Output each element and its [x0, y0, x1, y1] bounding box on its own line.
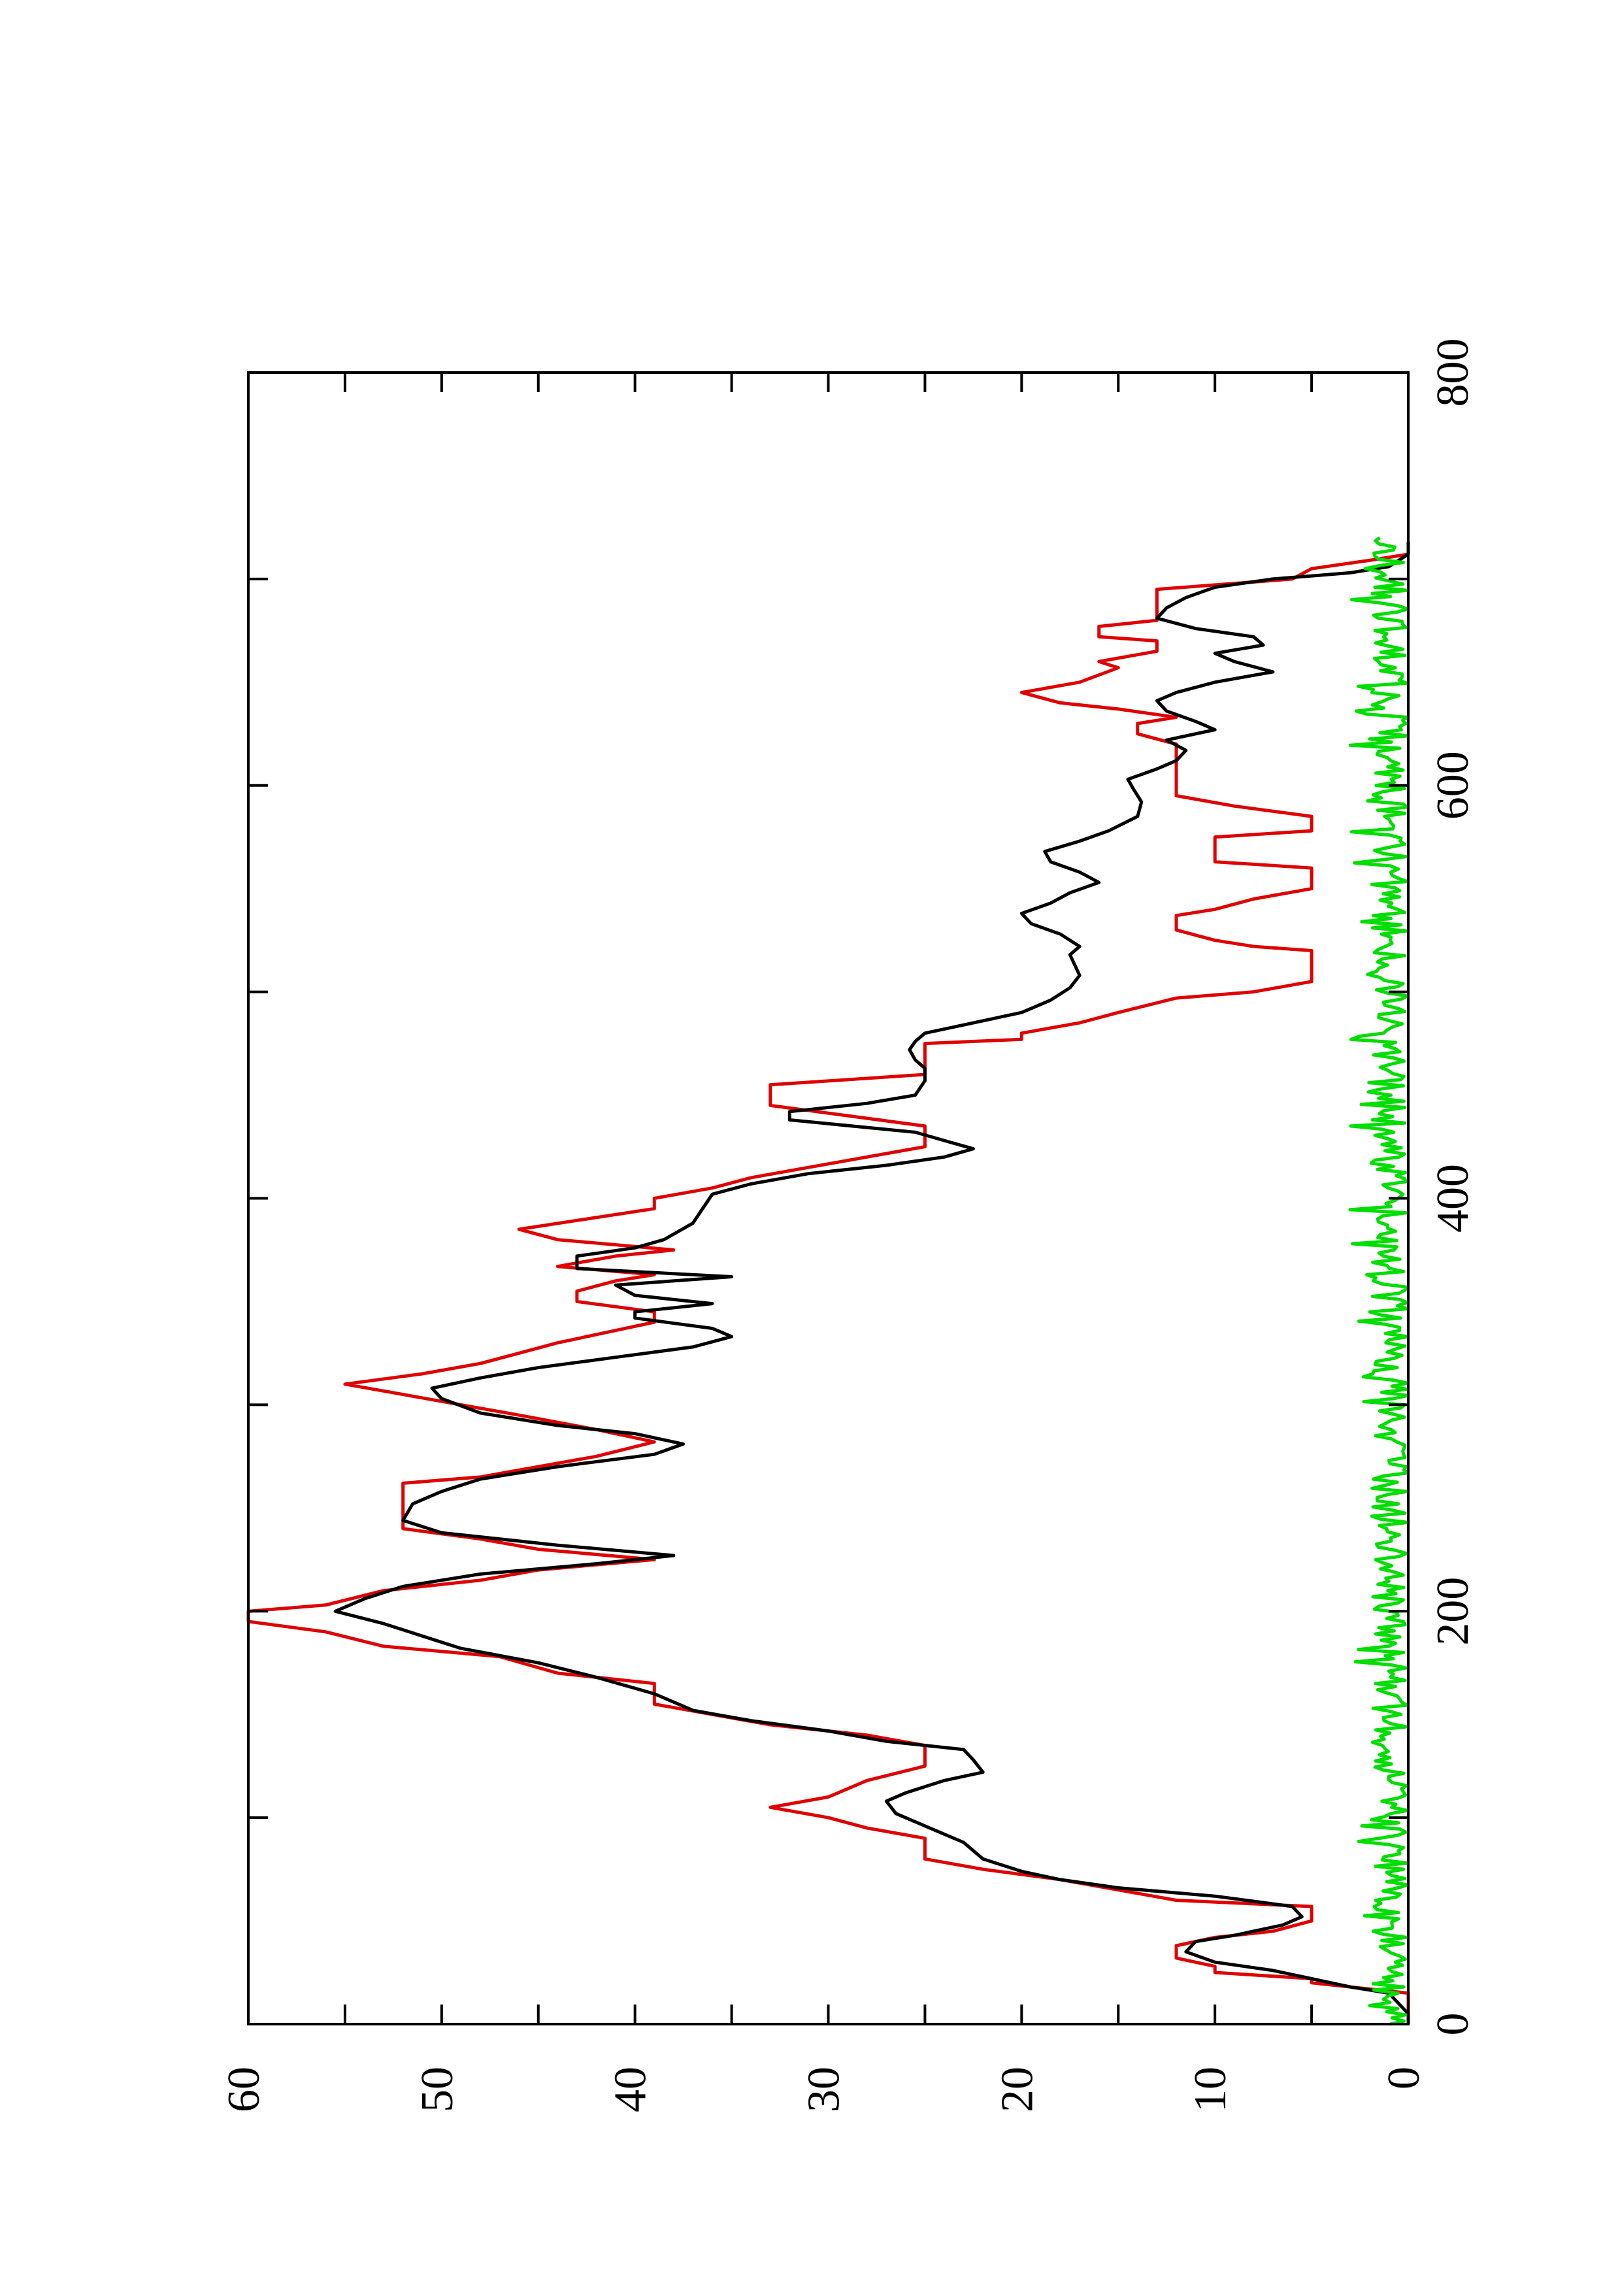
x-tick-label: 600: [1428, 751, 1478, 820]
y-tick-label: 60: [219, 2067, 269, 2112]
y-tick-label: 30: [799, 2067, 850, 2112]
plot-frame: [247, 371, 1410, 2025]
y-tick-label: 20: [992, 2067, 1042, 2112]
x-tick-label: 0: [1428, 2013, 1478, 2036]
x-tick-label: 200: [1428, 1577, 1478, 1646]
series-line-1: [246, 552, 1410, 2024]
y-tick-label: 40: [606, 2067, 656, 2112]
series-line-3: [1348, 536, 1410, 2026]
x-tick-label: 800: [1428, 339, 1478, 407]
series-line-2: [333, 542, 1410, 2024]
y-tick-label: 10: [1185, 2067, 1236, 2112]
y-tick-label: 50: [412, 2067, 463, 2112]
y-tick-label: 0: [1379, 2067, 1429, 2089]
x-tick-label: 400: [1428, 1164, 1478, 1233]
